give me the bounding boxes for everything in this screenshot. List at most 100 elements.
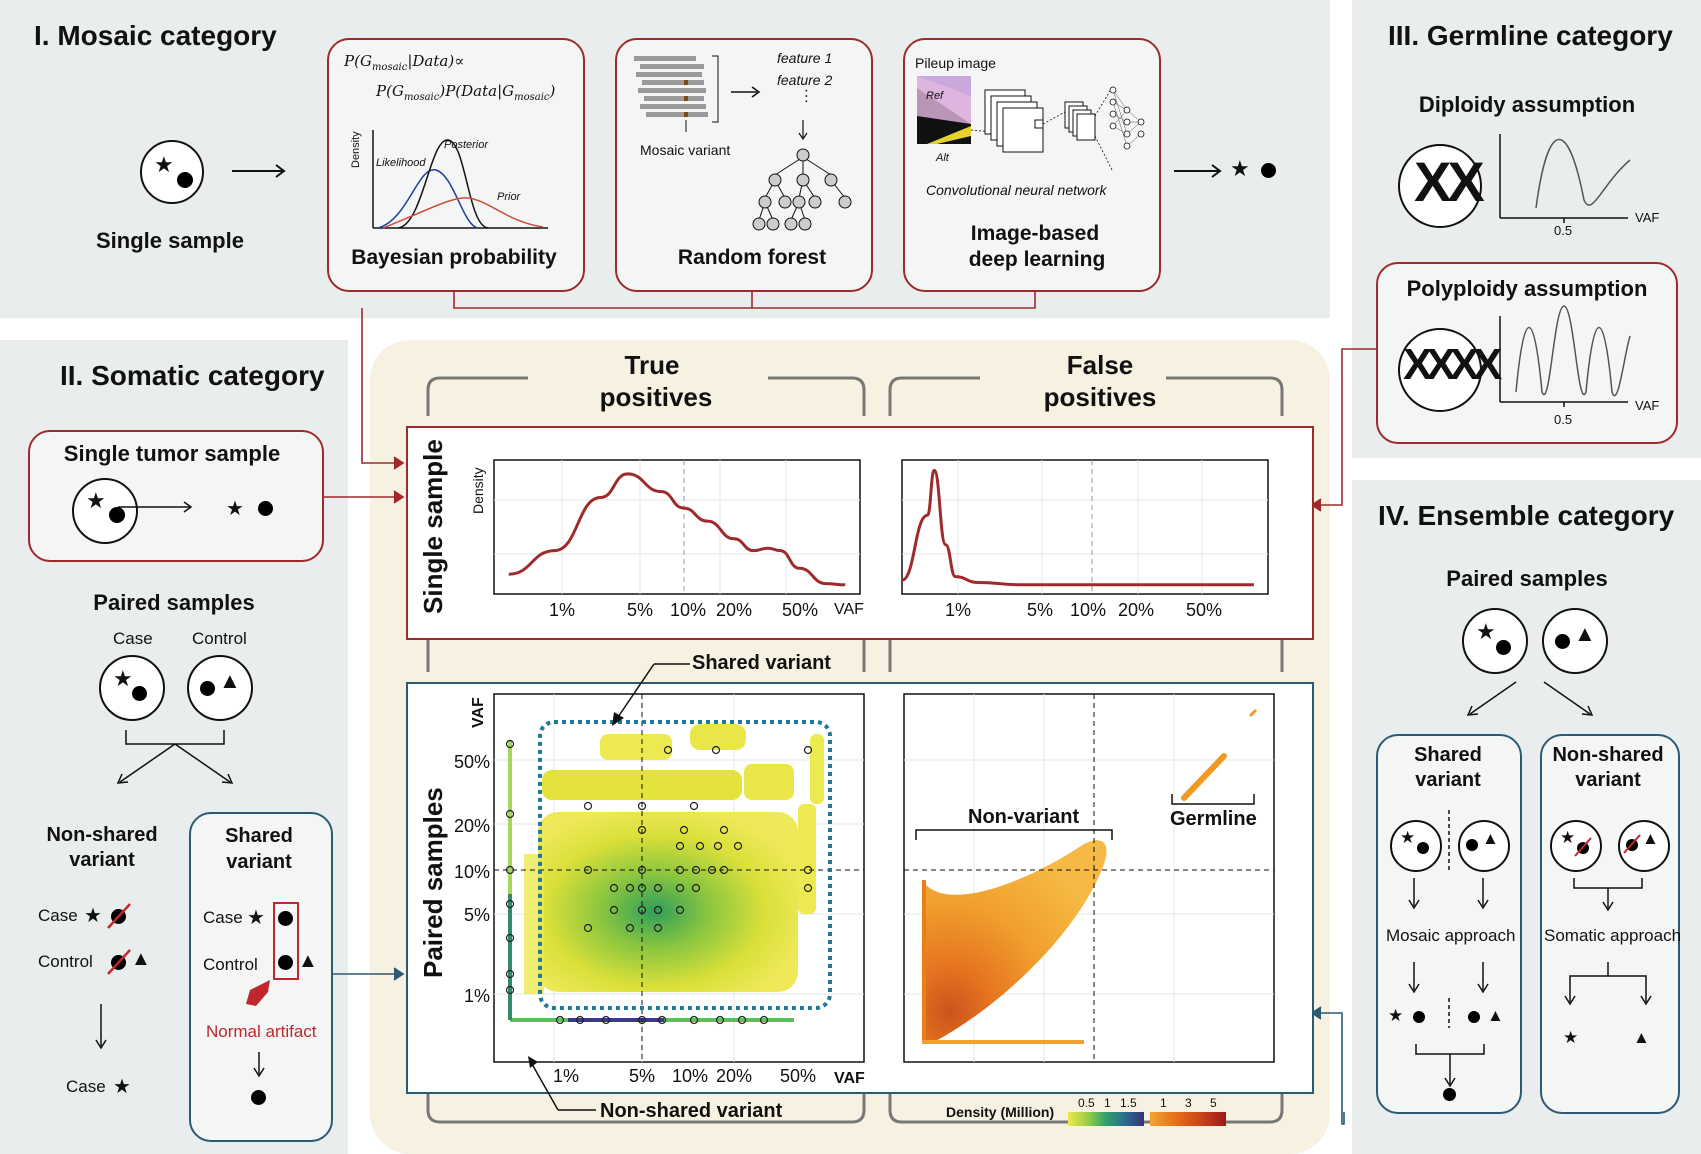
decision-tree-icon bbox=[752, 120, 852, 231]
tick-label: 20% bbox=[1117, 600, 1155, 620]
arrow-icon bbox=[731, 86, 761, 98]
triangle-icon: ▲ bbox=[1642, 829, 1659, 848]
case-label: Case bbox=[203, 908, 243, 927]
dot-icon bbox=[1468, 1011, 1480, 1023]
shared-label-1: Shared bbox=[225, 825, 293, 847]
ensemble-non-shared-2: variant bbox=[1575, 769, 1641, 791]
diploid-tick: 0.5 bbox=[1554, 223, 1573, 238]
dot-icon bbox=[1261, 163, 1276, 178]
tick-label: 50% bbox=[1185, 600, 1223, 620]
dot-icon bbox=[177, 172, 193, 188]
eq-sub: mosaic bbox=[514, 92, 550, 103]
polyploid-circle bbox=[1398, 328, 1482, 412]
density-plot-true-positives bbox=[493, 459, 861, 595]
feature-1-label: feature 1 bbox=[777, 50, 833, 66]
vaf-x-label: VAF bbox=[834, 1070, 865, 1087]
tick-label: 50% bbox=[781, 600, 819, 620]
dot-icon bbox=[1555, 634, 1570, 649]
bayes-plot bbox=[372, 130, 548, 229]
star-icon: ★ bbox=[1560, 828, 1576, 847]
strike-icon bbox=[1623, 834, 1641, 854]
polyploid-plot bbox=[1499, 305, 1631, 407]
star-icon: ★ bbox=[113, 666, 133, 691]
tick-label: 50% bbox=[453, 752, 490, 772]
ensemble-shared-2: variant bbox=[1415, 769, 1481, 791]
dot-icon bbox=[109, 507, 125, 523]
germline-label: Germline bbox=[1170, 808, 1257, 830]
density-curve bbox=[508, 472, 846, 587]
legend-tick: 5 bbox=[1210, 1096, 1217, 1110]
non-shared-label-2: variant bbox=[69, 849, 135, 871]
tick-label: 1% bbox=[463, 986, 490, 1006]
case-circle bbox=[1390, 820, 1442, 872]
tick-label: 1% bbox=[944, 600, 972, 620]
ensemble-title: IV. Ensemble category bbox=[1378, 500, 1675, 531]
scatter-true-positives bbox=[493, 693, 865, 1063]
dot-icon bbox=[278, 955, 293, 970]
tick-label: 10% bbox=[671, 1066, 709, 1086]
chromosome-icon: XXXX bbox=[1403, 340, 1502, 389]
tick-label: 10% bbox=[1069, 600, 1107, 620]
dot-icon bbox=[251, 1090, 266, 1105]
tp-label-1: True bbox=[624, 350, 680, 380]
paired-samples-label: Paired samples bbox=[93, 590, 255, 615]
somatic-approach-label: Somatic approach bbox=[1544, 926, 1682, 945]
star-icon: ★ bbox=[1388, 1006, 1404, 1025]
eq-part: ) bbox=[549, 82, 556, 100]
split-arrow bbox=[1466, 681, 1594, 716]
control-circle bbox=[187, 655, 253, 721]
strike-icon bbox=[107, 949, 131, 975]
tick-label: 20% bbox=[715, 1066, 753, 1086]
case-circle bbox=[99, 655, 165, 721]
dot-icon bbox=[200, 681, 215, 696]
single-sample-circle bbox=[140, 140, 204, 204]
cnn-label: Convolutional neural network bbox=[926, 182, 1107, 198]
legend-tick: 0.5 bbox=[1078, 1096, 1095, 1110]
dot-icon bbox=[1413, 1011, 1425, 1023]
polyploidy-label: Polyploidy assumption bbox=[1406, 276, 1648, 301]
diploid-plot bbox=[1499, 134, 1631, 223]
tick-label: 5% bbox=[626, 600, 654, 620]
case-circle bbox=[1462, 608, 1528, 674]
case-circle bbox=[1550, 820, 1602, 872]
eq-part: |Data)∝ bbox=[407, 52, 465, 70]
density-curve bbox=[901, 468, 1254, 587]
case-label: Case bbox=[38, 906, 78, 925]
ensemble-non-shared-1: Non-shared bbox=[1552, 744, 1664, 766]
arrow-icon bbox=[1408, 962, 1420, 994]
reads-icon bbox=[634, 55, 719, 132]
merge-arrow bbox=[1573, 878, 1643, 912]
triangle-icon: ▲ bbox=[1487, 1006, 1504, 1025]
triangle-icon: ▲ bbox=[131, 948, 151, 970]
fp-label-1: False bbox=[1066, 350, 1134, 380]
tick-label: 50% bbox=[779, 1066, 817, 1086]
random-forest-label: Random forest bbox=[677, 246, 827, 269]
tp-label-2: positives bbox=[599, 382, 713, 412]
tick-label: 10% bbox=[453, 862, 490, 882]
shared-label-2: variant bbox=[226, 851, 292, 873]
callout-arrow bbox=[528, 1056, 596, 1111]
shared-variant-callout: Shared variant bbox=[692, 652, 831, 674]
density-axis-label: Density bbox=[470, 467, 486, 514]
density-plot-false-positives bbox=[901, 459, 1269, 595]
triangle-icon: ▲ bbox=[219, 668, 241, 693]
eq-part: )P(Data|G bbox=[439, 82, 515, 100]
strike-icon bbox=[1574, 837, 1592, 857]
triangle-icon: ▲ bbox=[1633, 1028, 1650, 1047]
diploidy-label: Diploidy assumption bbox=[1418, 92, 1636, 117]
tick-label: 1% bbox=[552, 1066, 580, 1086]
case-label: Case bbox=[66, 1077, 106, 1096]
merge-arrow bbox=[1415, 1044, 1485, 1088]
legend-bar-a bbox=[1068, 1112, 1144, 1126]
single-sample-row-label: Single sample bbox=[418, 439, 448, 614]
star-icon: ★ bbox=[1563, 1028, 1579, 1047]
star-icon: ★ bbox=[113, 1076, 131, 1098]
control-label: Control bbox=[38, 952, 93, 971]
dot-icon bbox=[1443, 1088, 1456, 1101]
eq-sub: mosaic bbox=[371, 62, 408, 73]
control-label: Control bbox=[203, 955, 258, 974]
prior-label: Prior bbox=[497, 191, 521, 203]
divider bbox=[1448, 998, 1450, 1028]
legend-tick: 1 bbox=[1104, 1096, 1111, 1110]
polyploid-tick: 0.5 bbox=[1554, 412, 1573, 427]
